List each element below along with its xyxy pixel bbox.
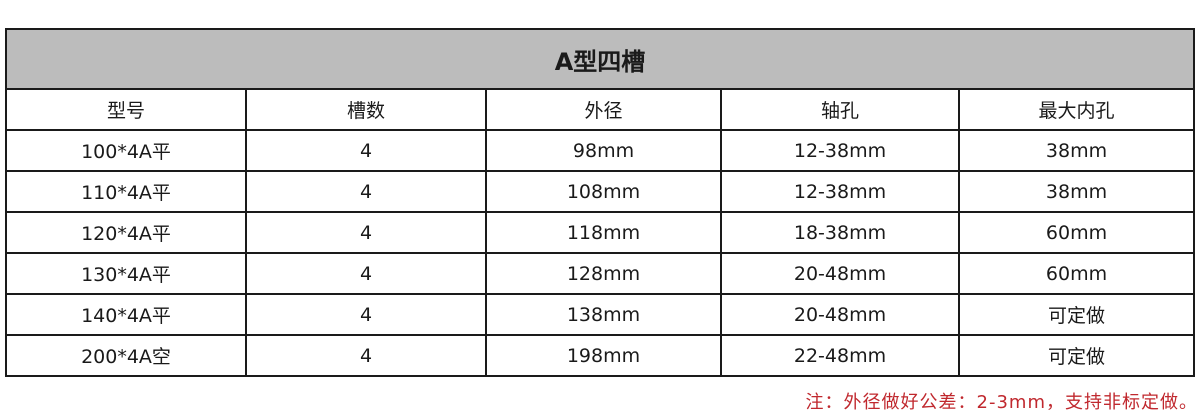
- table-cell: 200*4A空: [5, 334, 247, 377]
- table-cell: 38mm: [958, 170, 1195, 213]
- column-header: 型号: [5, 88, 247, 131]
- table-row: 130*4A平 4 128mm 20-48mm 60mm: [5, 252, 1195, 295]
- table-cell: 100*4A平: [5, 129, 247, 172]
- footnote: 注：外径做好公差：2-3mm，支持非标定做。: [805, 392, 1198, 413]
- table-cell: 138mm: [485, 293, 722, 336]
- table-cell: 108mm: [485, 170, 722, 213]
- column-header: 外径: [485, 88, 722, 131]
- table-cell: 4: [245, 252, 487, 295]
- table-cell: 可定做: [958, 293, 1195, 336]
- table-cell: 130*4A平: [5, 252, 247, 295]
- table-cell: 120*4A平: [5, 211, 247, 254]
- table-cell: 4: [245, 211, 487, 254]
- table-cell: 4: [245, 334, 487, 377]
- table-cell: 22-48mm: [720, 334, 960, 377]
- table-cell: 20-48mm: [720, 252, 960, 295]
- table-cell: 18-38mm: [720, 211, 960, 254]
- table-cell: 38mm: [958, 129, 1195, 172]
- table-cell: 4: [245, 293, 487, 336]
- column-header: 最大内孔: [958, 88, 1195, 131]
- table-cell: 140*4A平: [5, 293, 247, 336]
- table-row: 110*4A平 4 108mm 12-38mm 38mm: [5, 170, 1195, 213]
- table-cell: 20-48mm: [720, 293, 960, 336]
- table-cell: 可定做: [958, 334, 1195, 377]
- table-row: 100*4A平 4 98mm 12-38mm 38mm: [5, 129, 1195, 172]
- table-cell: 110*4A平: [5, 170, 247, 213]
- column-header: 轴孔: [720, 88, 960, 131]
- table-title: A型四槽: [5, 28, 1195, 90]
- table-cell: 12-38mm: [720, 129, 960, 172]
- header-row: 型号 槽数 外径 轴孔 最大内孔: [5, 88, 1195, 131]
- table-cell: 60mm: [958, 252, 1195, 295]
- table-cell: 4: [245, 129, 487, 172]
- table-cell: 118mm: [485, 211, 722, 254]
- table-row: 120*4A平 4 118mm 18-38mm 60mm: [5, 211, 1195, 254]
- spec-table: A型四槽 型号 槽数 外径 轴孔 最大内孔 100*4A平 4 98mm 12-38mm 38m…: [5, 28, 1195, 377]
- table-cell: 128mm: [485, 252, 722, 295]
- table-row: 200*4A空 4 198mm 22-48mm 可定做: [5, 334, 1195, 377]
- table-cell: 4: [245, 170, 487, 213]
- table-cell: 60mm: [958, 211, 1195, 254]
- table-cell: 198mm: [485, 334, 722, 377]
- table-cell: 12-38mm: [720, 170, 960, 213]
- column-header: 槽数: [245, 88, 487, 131]
- table-cell: 98mm: [485, 129, 722, 172]
- table-row: 140*4A平 4 138mm 20-48mm 可定做: [5, 293, 1195, 336]
